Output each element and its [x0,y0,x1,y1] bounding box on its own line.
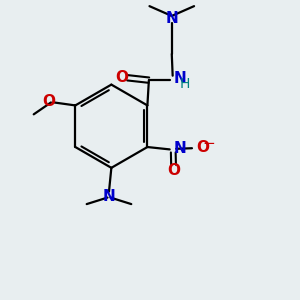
Text: N: N [173,141,186,156]
Text: O: O [43,94,56,109]
Text: O: O [116,70,129,85]
Text: H: H [180,77,190,91]
Text: N: N [165,11,178,26]
Text: O: O [197,140,210,155]
Text: O: O [167,163,180,178]
Text: N: N [173,71,186,86]
Text: N: N [103,189,116,204]
Text: −: − [203,136,215,151]
